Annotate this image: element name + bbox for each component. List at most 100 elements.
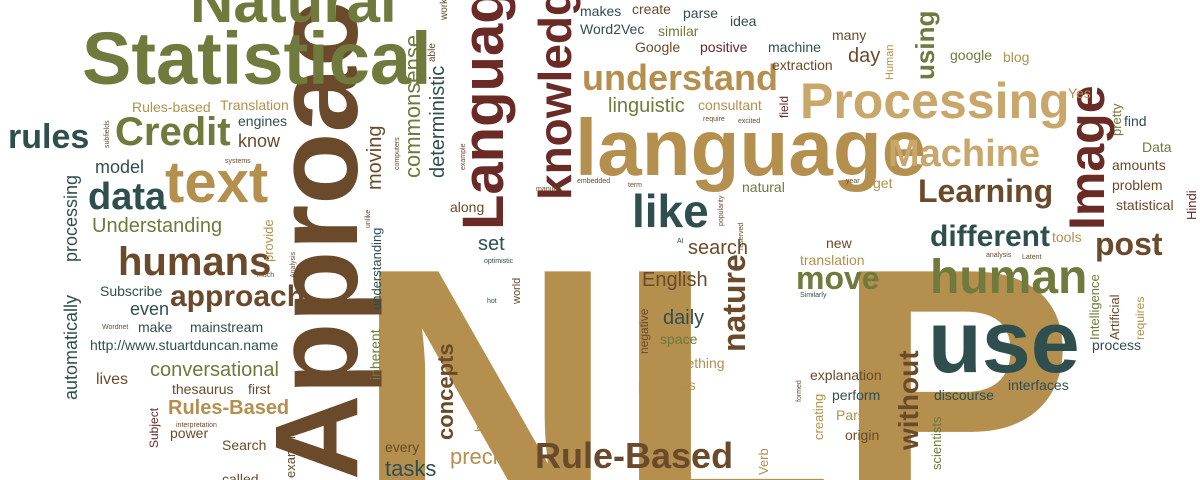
word-subject: Subject [147, 407, 161, 448]
word-knowledge: knowledge [529, 0, 581, 200]
word-find: find [1124, 113, 1147, 129]
word-language-horizontal: language [575, 103, 927, 192]
word-along: along [450, 199, 485, 215]
word-moving: moving [364, 125, 386, 190]
word-machine: machine [768, 39, 821, 55]
word-perform: perform [832, 387, 881, 403]
word-concepts: concepts [433, 343, 458, 440]
word-rule-based: Rule-Based [535, 435, 734, 476]
word-deterministic: deterministic [427, 65, 449, 178]
word-day: day [848, 45, 881, 67]
word-like: like [632, 185, 709, 237]
word-term: term [628, 182, 642, 189]
word-search: search [688, 237, 749, 259]
word-automatically: automatically [61, 294, 81, 400]
word-url: http://www.stuartduncan.name [90, 337, 279, 353]
word-linguistic: linguistic [608, 95, 685, 117]
word-provide: provide [261, 219, 276, 262]
word-subscribe: Subscribe [100, 283, 163, 299]
word-new: new [826, 235, 852, 251]
word-interpretation: interpretation [176, 422, 217, 429]
word-problems: problems [638, 377, 696, 393]
word-year: year [846, 178, 860, 185]
word-data-small: Data [1142, 139, 1172, 155]
word-inherent: inherent [367, 329, 383, 380]
word-reserved: reserved [738, 222, 745, 250]
word-subfields: subfields [104, 120, 111, 148]
word-world: world [511, 277, 523, 304]
word-similar: similar [658, 23, 699, 39]
word-lives: lives [96, 371, 129, 388]
word-learning: Learning [918, 173, 1054, 209]
word-systems: systems [225, 158, 251, 165]
word-understand: understand [582, 57, 779, 98]
word-human-small: Human [884, 44, 896, 80]
word-negative: negative [637, 308, 651, 354]
word-know: know [238, 131, 281, 151]
word-explanation: explanation [810, 367, 882, 383]
word-precise: precise [450, 444, 521, 469]
word-much: much [257, 272, 275, 279]
word-better: better [472, 398, 487, 432]
word-text: text [165, 150, 269, 215]
word-thesaurus: thesaurus [172, 381, 234, 397]
word-many: many [832, 27, 867, 43]
word-problem: problem [1112, 177, 1163, 193]
word-artificial: Artificial [1107, 294, 1122, 340]
word-formed: formed [796, 380, 803, 402]
word-require: require [703, 116, 725, 123]
word-hot: hot [487, 298, 497, 305]
word-english: English [642, 269, 708, 291]
word-requires: requires [1133, 296, 1147, 340]
word-similarly: Similarly [800, 292, 827, 299]
word-discourse: discourse [934, 387, 994, 403]
word-blog: blog [1003, 49, 1030, 65]
word-image: Image [1059, 85, 1115, 230]
word-creating: creating [811, 393, 826, 440]
word-rules-based-lower: Rules-based [132, 99, 211, 115]
word-extraction: extraction [772, 57, 833, 73]
word-get: get [873, 175, 893, 191]
word-optimistic: optimistic [484, 258, 514, 265]
word-nlp: NLP [355, 194, 1075, 480]
word-credit: Credit [115, 110, 231, 154]
word-examples: examples [283, 422, 298, 478]
word-consultant: consultant [698, 97, 762, 113]
word-using: using [910, 10, 940, 80]
word-manual: manual [536, 186, 559, 193]
word-set: set [478, 233, 505, 255]
word-pretty: pretty [1109, 103, 1124, 136]
word-parsing: Parsing [836, 407, 884, 423]
word-excited: excited [738, 118, 761, 125]
word-google: google [950, 47, 993, 63]
word-scientists: scientists [929, 416, 944, 470]
word-commonsense: commonsense [400, 34, 425, 178]
word-natural: Natural [190, 0, 397, 35]
word-move: move [796, 260, 880, 296]
word-understanding-title: Understanding [92, 215, 223, 237]
word-make: make [138, 319, 173, 335]
word-positive: positive [700, 39, 748, 55]
word-word2vec: Word2Vec [580, 21, 645, 37]
word-language-vertical: Language [451, 0, 516, 230]
word-something: something [660, 355, 725, 371]
word-google-title: Google [635, 39, 681, 55]
word-data: data [88, 176, 167, 218]
word-amounts: amounts [1112, 157, 1166, 173]
word-origin: origin [845, 427, 880, 443]
word-processing: Processing [800, 73, 1070, 129]
word-approach: approach [170, 280, 306, 313]
word-power: power [170, 425, 209, 441]
word-tools: tools [1052, 229, 1082, 245]
word-daily: daily [663, 307, 705, 329]
word-every: every [385, 439, 420, 455]
word-popularity: popularity [718, 195, 725, 226]
word-first: first [248, 381, 271, 397]
word-intelligence: Intelligence [1087, 274, 1102, 340]
word-idea: idea [730, 13, 757, 29]
word-different: different [930, 220, 1050, 253]
word-processing-small: processing [61, 174, 81, 262]
word-model: model [95, 157, 145, 177]
word-even: even [130, 299, 170, 319]
